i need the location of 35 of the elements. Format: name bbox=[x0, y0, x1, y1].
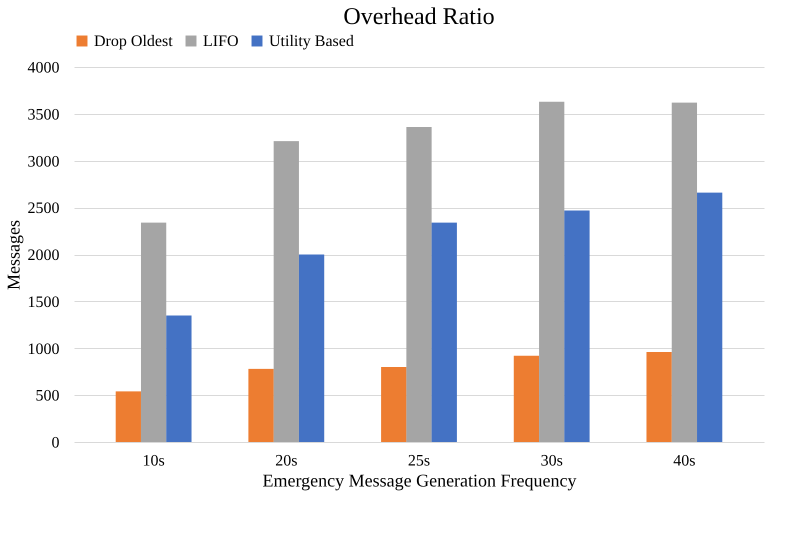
bar bbox=[646, 352, 672, 442]
bar bbox=[166, 315, 192, 442]
chart-title: Overhead Ratio bbox=[343, 4, 495, 30]
bar bbox=[116, 391, 141, 442]
bar bbox=[406, 127, 432, 442]
y-tick-label: 3000 bbox=[28, 153, 60, 170]
bar bbox=[248, 368, 274, 442]
y-tick-label: 500 bbox=[36, 388, 60, 405]
y-tick-label: 3500 bbox=[28, 106, 60, 124]
bar bbox=[672, 102, 698, 442]
y-tick-label: 2500 bbox=[28, 200, 60, 218]
legend-label: Utility Based bbox=[269, 33, 354, 50]
x-tick-label: 10s bbox=[142, 452, 165, 470]
x-tick-label: 30s bbox=[540, 452, 563, 470]
x-tick-label: 40s bbox=[673, 452, 696, 470]
bar bbox=[564, 210, 590, 442]
bar bbox=[514, 356, 540, 442]
bar bbox=[274, 141, 299, 442]
y-tick-label: 1000 bbox=[28, 340, 60, 358]
x-tick-label: 20s bbox=[275, 452, 298, 470]
y-tick-label: 4000 bbox=[28, 60, 60, 76]
y-axis-title: Messages bbox=[4, 220, 24, 290]
bar bbox=[539, 102, 564, 442]
legend-label: LIFO bbox=[203, 33, 239, 50]
bar bbox=[432, 222, 457, 442]
x-tick-label: 25s bbox=[408, 452, 430, 470]
x-axis-title: Emergency Message Generation Frequency bbox=[262, 470, 577, 490]
legend-label: Drop Oldest bbox=[94, 33, 174, 50]
y-tick-label: 0 bbox=[52, 434, 60, 452]
y-tick-label: 2000 bbox=[28, 247, 60, 264]
bar bbox=[697, 192, 722, 442]
bar bbox=[140, 222, 166, 442]
bar bbox=[381, 367, 406, 442]
y-tick-label: 1500 bbox=[28, 294, 60, 311]
bar bbox=[298, 254, 324, 442]
